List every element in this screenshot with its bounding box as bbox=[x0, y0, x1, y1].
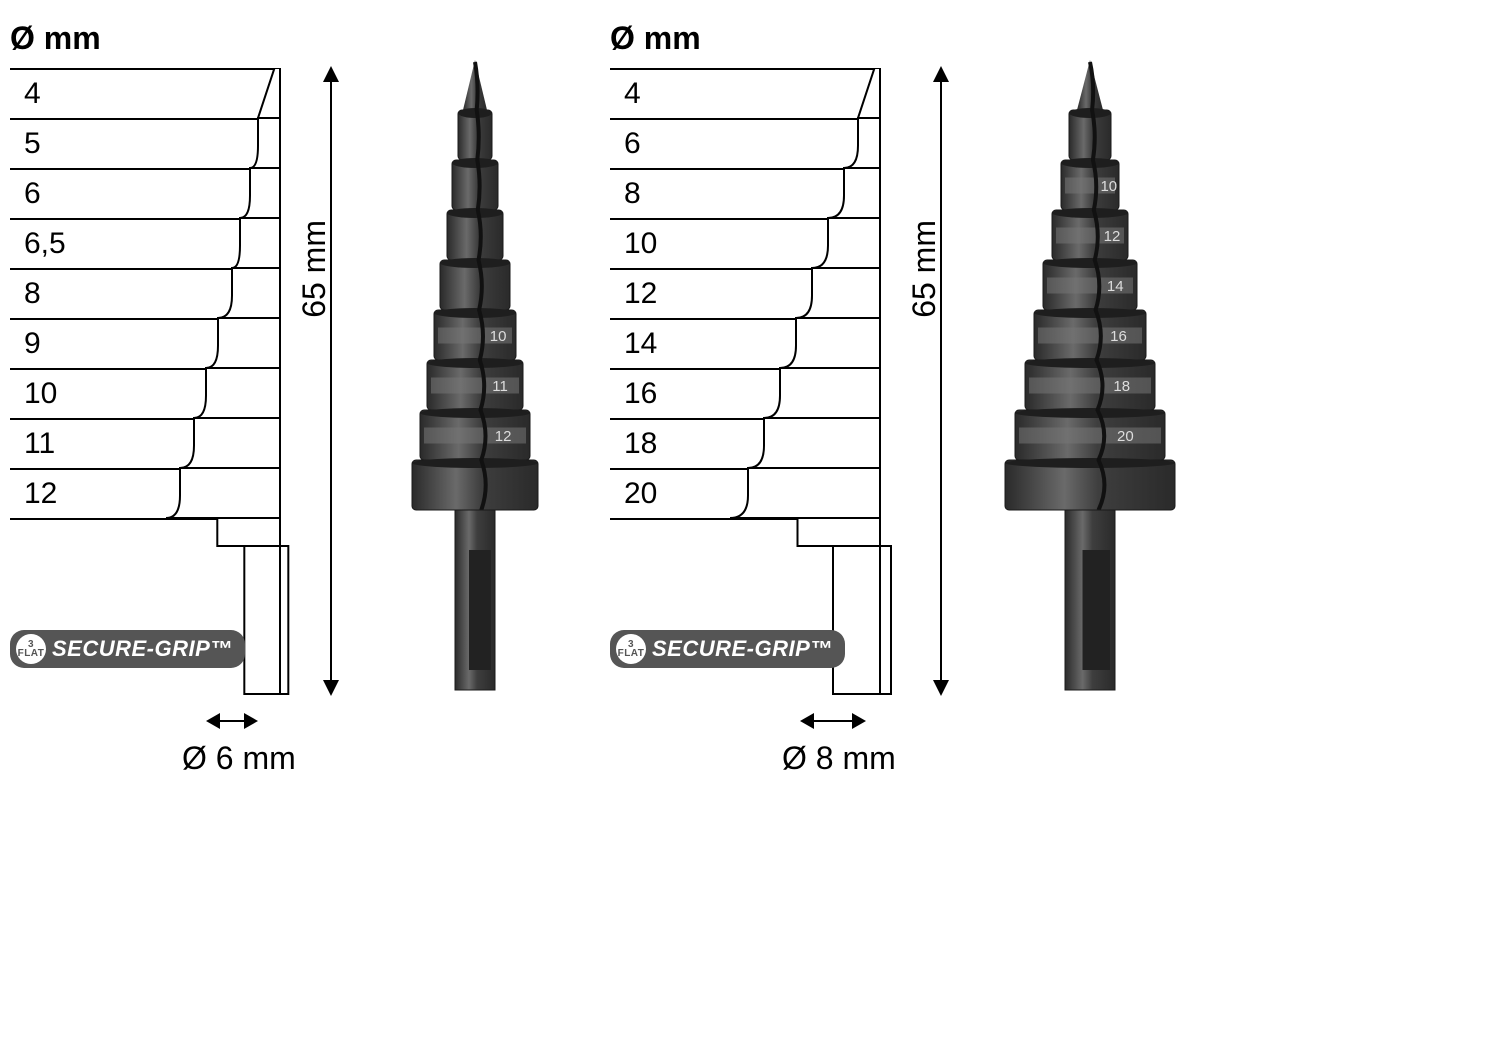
flat-icon: 3 FLAT bbox=[616, 634, 646, 664]
flat-icon: 3 FLAT bbox=[16, 634, 46, 664]
svg-text:11: 11 bbox=[492, 378, 508, 395]
svg-text:20: 20 bbox=[1117, 428, 1134, 445]
badge-text: SECURE-GRIP™ bbox=[52, 636, 233, 662]
shank-diameter-label: Ø 6 mm bbox=[182, 740, 296, 777]
length-arrow bbox=[330, 68, 332, 694]
shank-arrow bbox=[802, 720, 864, 722]
svg-text:12: 12 bbox=[1104, 228, 1121, 245]
step-profile-diagram bbox=[130, 68, 330, 728]
drill-photo: 10 12 14 16 18 20 bbox=[980, 60, 1200, 760]
badge-text: SECURE-GRIP™ bbox=[652, 636, 833, 662]
length-arrow bbox=[940, 68, 942, 694]
svg-text:10: 10 bbox=[1100, 178, 1117, 195]
diameter-header: Ø mm bbox=[610, 20, 701, 57]
length-label: 65 mm bbox=[906, 220, 943, 318]
drill-panel-small: Ø mm 4566,589101112 65 mm Ø 6 mm 3 FLAT … bbox=[10, 20, 570, 820]
svg-text:16: 16 bbox=[1110, 328, 1127, 345]
drill-photo: 10 11 12 bbox=[380, 60, 570, 760]
secure-grip-badge: 3 FLAT SECURE-GRIP™ bbox=[10, 630, 245, 668]
svg-text:18: 18 bbox=[1113, 378, 1130, 395]
secure-grip-badge: 3 FLAT SECURE-GRIP™ bbox=[610, 630, 845, 668]
svg-text:12: 12 bbox=[495, 428, 512, 445]
diagram-container: Ø mm 4566,589101112 65 mm Ø 6 mm 3 FLAT … bbox=[10, 20, 1190, 850]
length-label: 65 mm bbox=[296, 220, 333, 318]
diameter-header: Ø mm bbox=[10, 20, 101, 57]
drill-panel-large: Ø mm 468101214161820 65 mm Ø 8 mm 3 FLAT… bbox=[610, 20, 1170, 820]
shank-arrow bbox=[208, 720, 256, 722]
svg-text:14: 14 bbox=[1107, 278, 1124, 295]
shank-diameter-label: Ø 8 mm bbox=[782, 740, 896, 777]
svg-text:10: 10 bbox=[490, 328, 507, 345]
step-profile-diagram bbox=[730, 68, 950, 728]
